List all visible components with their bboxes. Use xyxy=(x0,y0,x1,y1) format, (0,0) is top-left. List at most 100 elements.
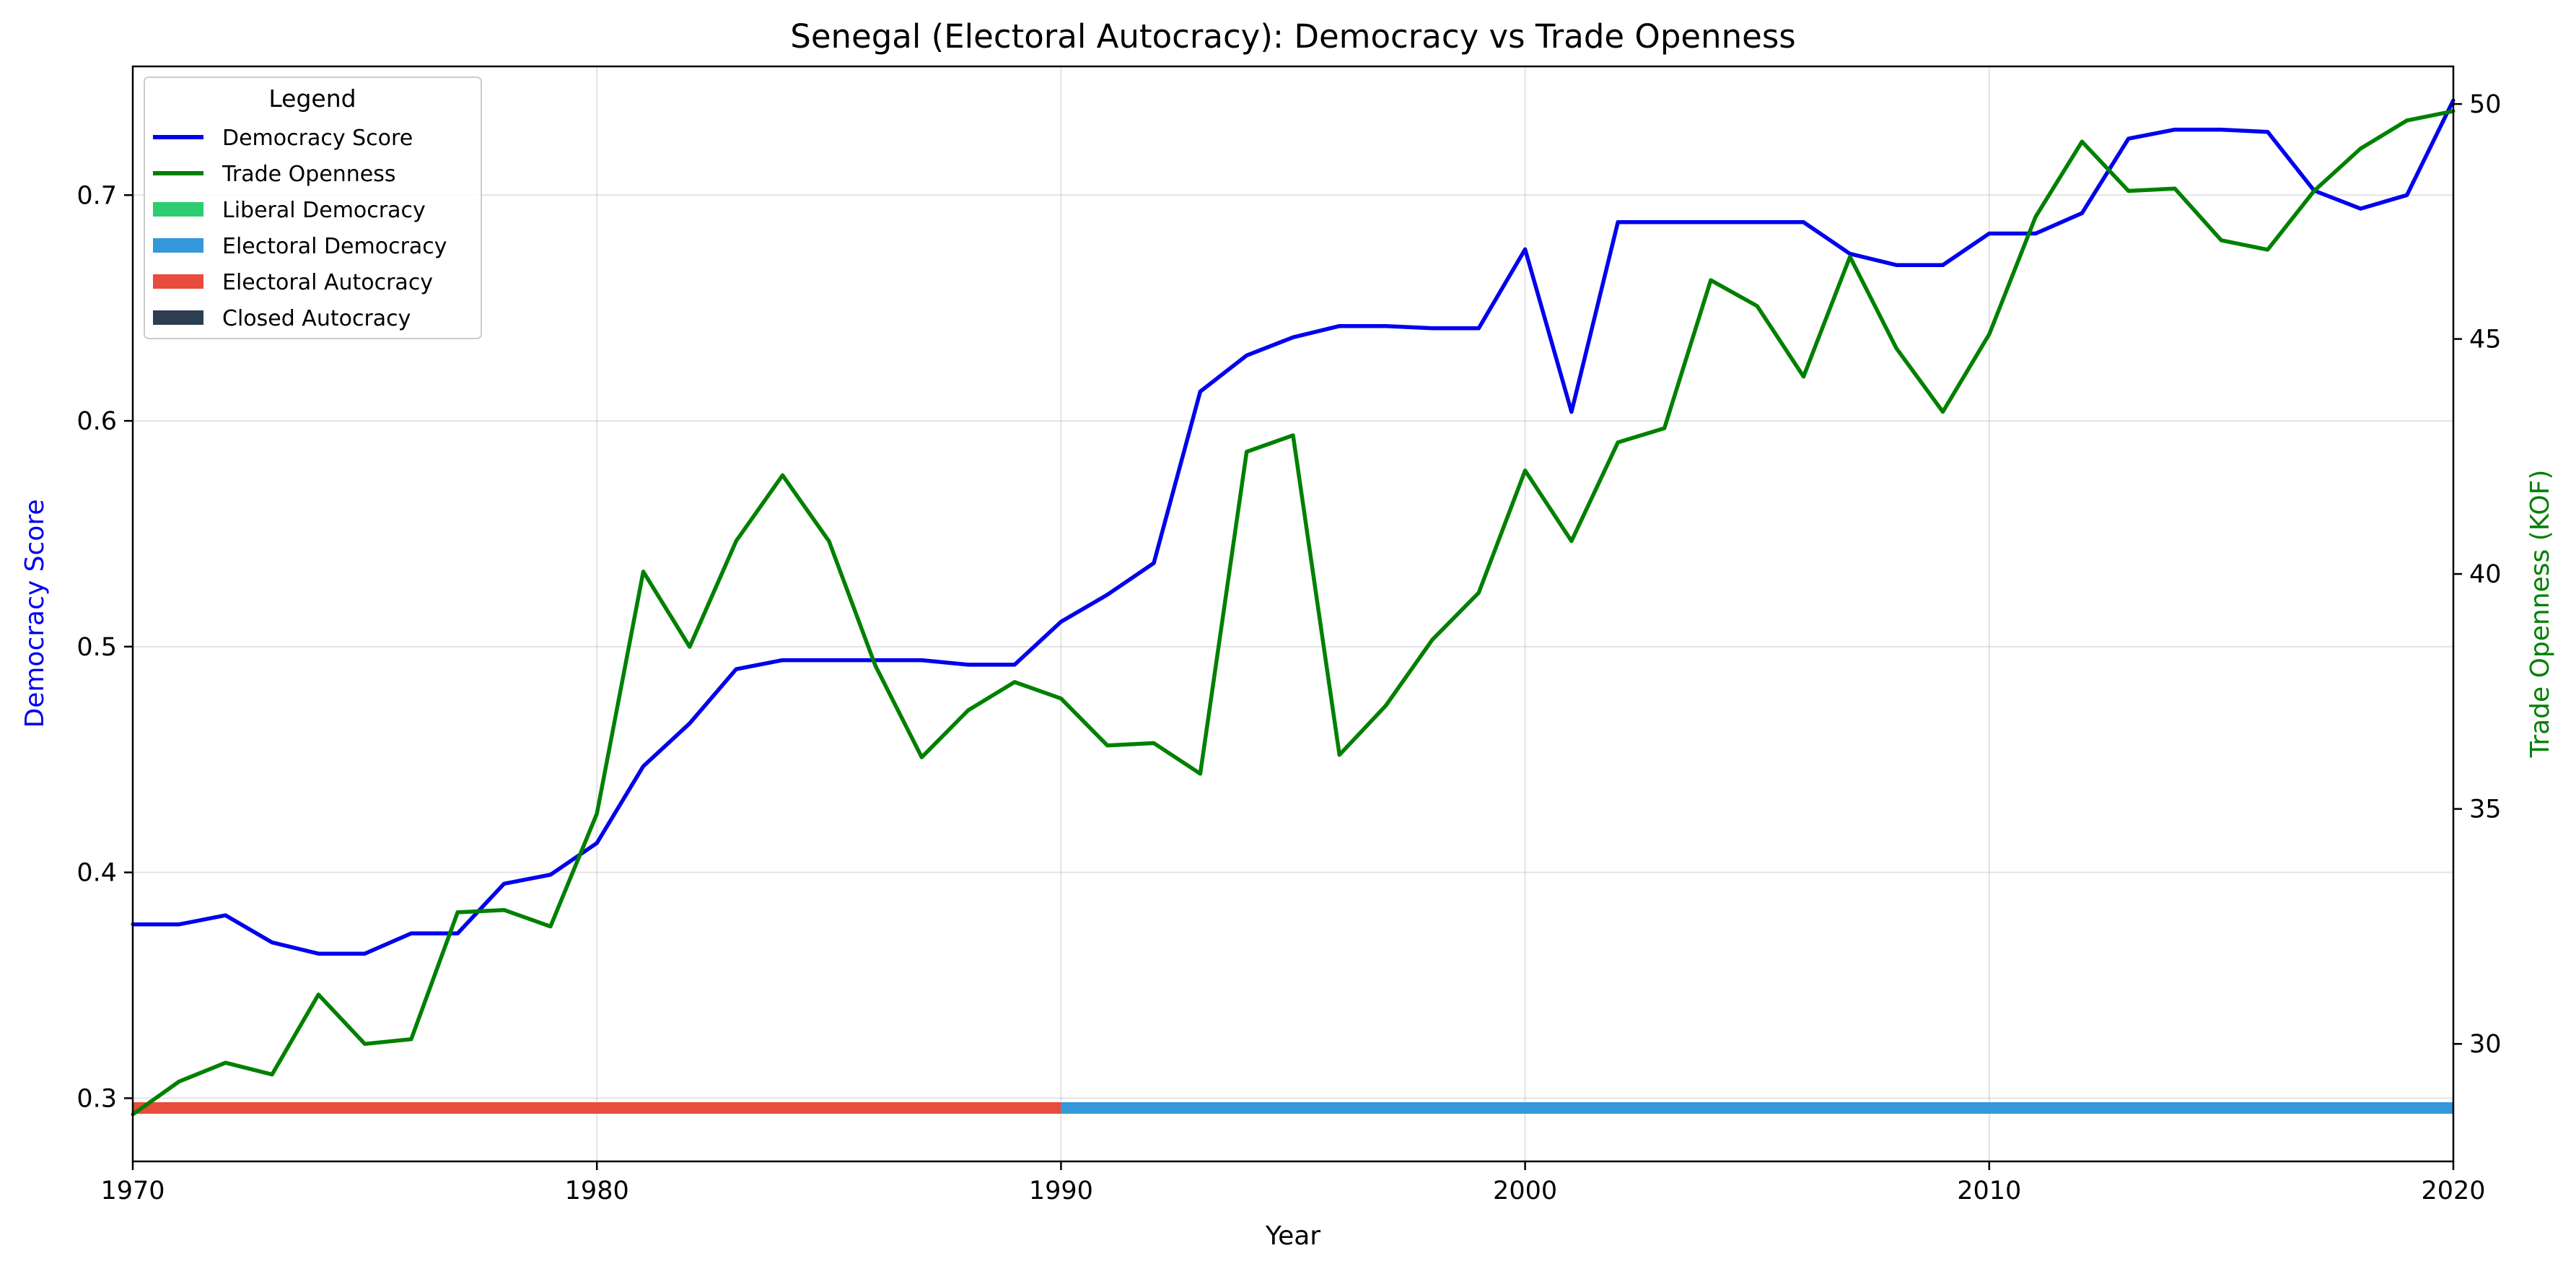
data-point xyxy=(2358,206,2362,211)
data-point xyxy=(1894,346,1898,351)
y-right-tick-label: 50 xyxy=(2469,90,2502,119)
data-point xyxy=(270,941,274,945)
data-point xyxy=(1523,468,1528,473)
data-point xyxy=(548,873,553,877)
legend-patch-swatch xyxy=(153,310,203,325)
data-point xyxy=(1105,743,1110,748)
data-point xyxy=(1987,231,1992,235)
y-left-axis-title: Democracy Score xyxy=(20,499,50,728)
x-tick-label: 2010 xyxy=(1957,1177,2021,1205)
data-point xyxy=(827,539,831,544)
data-point xyxy=(780,658,784,663)
y-right-axis-title: Trade Openness (KOF) xyxy=(2525,470,2555,759)
data-point xyxy=(2312,189,2316,193)
data-point xyxy=(1198,389,1202,393)
y-right-tick-label: 35 xyxy=(2469,795,2502,824)
data-point xyxy=(1569,410,1574,414)
data-point xyxy=(1337,324,1341,328)
data-point xyxy=(595,811,599,816)
regime-band xyxy=(1061,1102,2453,1114)
legend-label: Electoral Democracy xyxy=(222,234,447,259)
data-point xyxy=(1291,335,1295,339)
data-point xyxy=(1755,220,1759,224)
data-point xyxy=(1755,304,1759,308)
data-point xyxy=(1152,561,1156,565)
series-group xyxy=(131,109,2455,1117)
data-point xyxy=(2219,128,2223,132)
data-point xyxy=(1662,220,1667,224)
legend-label: Liberal Democracy xyxy=(222,198,426,223)
data-point xyxy=(1012,680,1017,684)
data-point xyxy=(688,721,692,725)
legend-title: Legend xyxy=(268,84,356,113)
data-point xyxy=(1940,410,1945,414)
data-point xyxy=(1616,220,1620,224)
data-point xyxy=(595,841,599,845)
y-left-tick-label: 0.7 xyxy=(76,181,117,210)
data-point xyxy=(363,951,367,956)
x-tick-label: 1990 xyxy=(1029,1177,1093,1205)
data-point xyxy=(1848,255,1852,259)
data-point xyxy=(1152,741,1156,746)
data-point xyxy=(2080,211,2084,215)
data-point xyxy=(2405,193,2409,197)
data-point xyxy=(688,645,692,649)
regime-band xyxy=(133,1102,1061,1114)
legend-label: Electoral Autocracy xyxy=(222,270,433,295)
data-point xyxy=(1337,753,1341,757)
y-left-tick-label: 0.6 xyxy=(76,407,117,436)
grid xyxy=(132,66,2454,1161)
data-point xyxy=(734,667,738,671)
data-point xyxy=(502,881,507,886)
data-point xyxy=(177,922,181,927)
x-axis-title: Year xyxy=(1265,1221,1320,1251)
data-point xyxy=(1523,247,1528,251)
data-point xyxy=(2033,231,2038,235)
data-point xyxy=(2266,130,2270,134)
data-point xyxy=(966,663,971,667)
x-tick-label: 2000 xyxy=(1493,1177,1557,1205)
data-point xyxy=(1709,278,1713,282)
data-point xyxy=(1291,433,1295,437)
data-point xyxy=(2266,248,2270,252)
regime-bands xyxy=(133,1102,2453,1114)
data-point xyxy=(177,1079,181,1083)
data-point xyxy=(1616,440,1620,445)
data-point xyxy=(1430,326,1434,331)
data-point xyxy=(873,663,877,668)
data-point xyxy=(1569,539,1574,544)
data-point xyxy=(1059,697,1063,701)
legend-box xyxy=(144,77,482,339)
data-point xyxy=(827,658,831,663)
data-point xyxy=(2358,147,2362,151)
data-point xyxy=(1245,353,1249,357)
data-point xyxy=(2219,238,2223,243)
data-point xyxy=(2173,128,2177,132)
data-point xyxy=(409,931,413,935)
y-right-tick-label: 40 xyxy=(2469,560,2502,589)
data-point xyxy=(224,913,228,917)
data-point xyxy=(409,1037,413,1042)
data-point xyxy=(1802,220,1806,224)
data-point xyxy=(1709,220,1713,224)
y-left-tick-label: 0.5 xyxy=(76,633,117,662)
data-point xyxy=(1198,772,1202,776)
data-point xyxy=(1848,252,1852,256)
series-group xyxy=(131,98,2455,956)
y-right-tick-label: 30 xyxy=(2469,1030,2502,1059)
x-tick-label: 1970 xyxy=(100,1177,165,1205)
chart-title: Senegal (Electoral Autocracy): Democracy… xyxy=(790,17,1795,56)
plot-frame xyxy=(131,65,2455,1163)
data-point xyxy=(2126,189,2131,193)
data-point xyxy=(455,931,460,935)
data-point xyxy=(1802,375,1806,379)
data-point xyxy=(966,708,971,712)
ticks: 1970 1980 1990 2000 2010 2020 0.3 0.4 0.5 0.6 0.7 3… xyxy=(76,90,2501,1205)
data-point xyxy=(548,924,553,928)
legend-patch-swatch xyxy=(153,238,203,253)
data-point xyxy=(2405,118,2409,123)
data-point xyxy=(1940,263,1945,267)
data-point xyxy=(1012,663,1017,667)
data-point xyxy=(1987,332,1992,336)
